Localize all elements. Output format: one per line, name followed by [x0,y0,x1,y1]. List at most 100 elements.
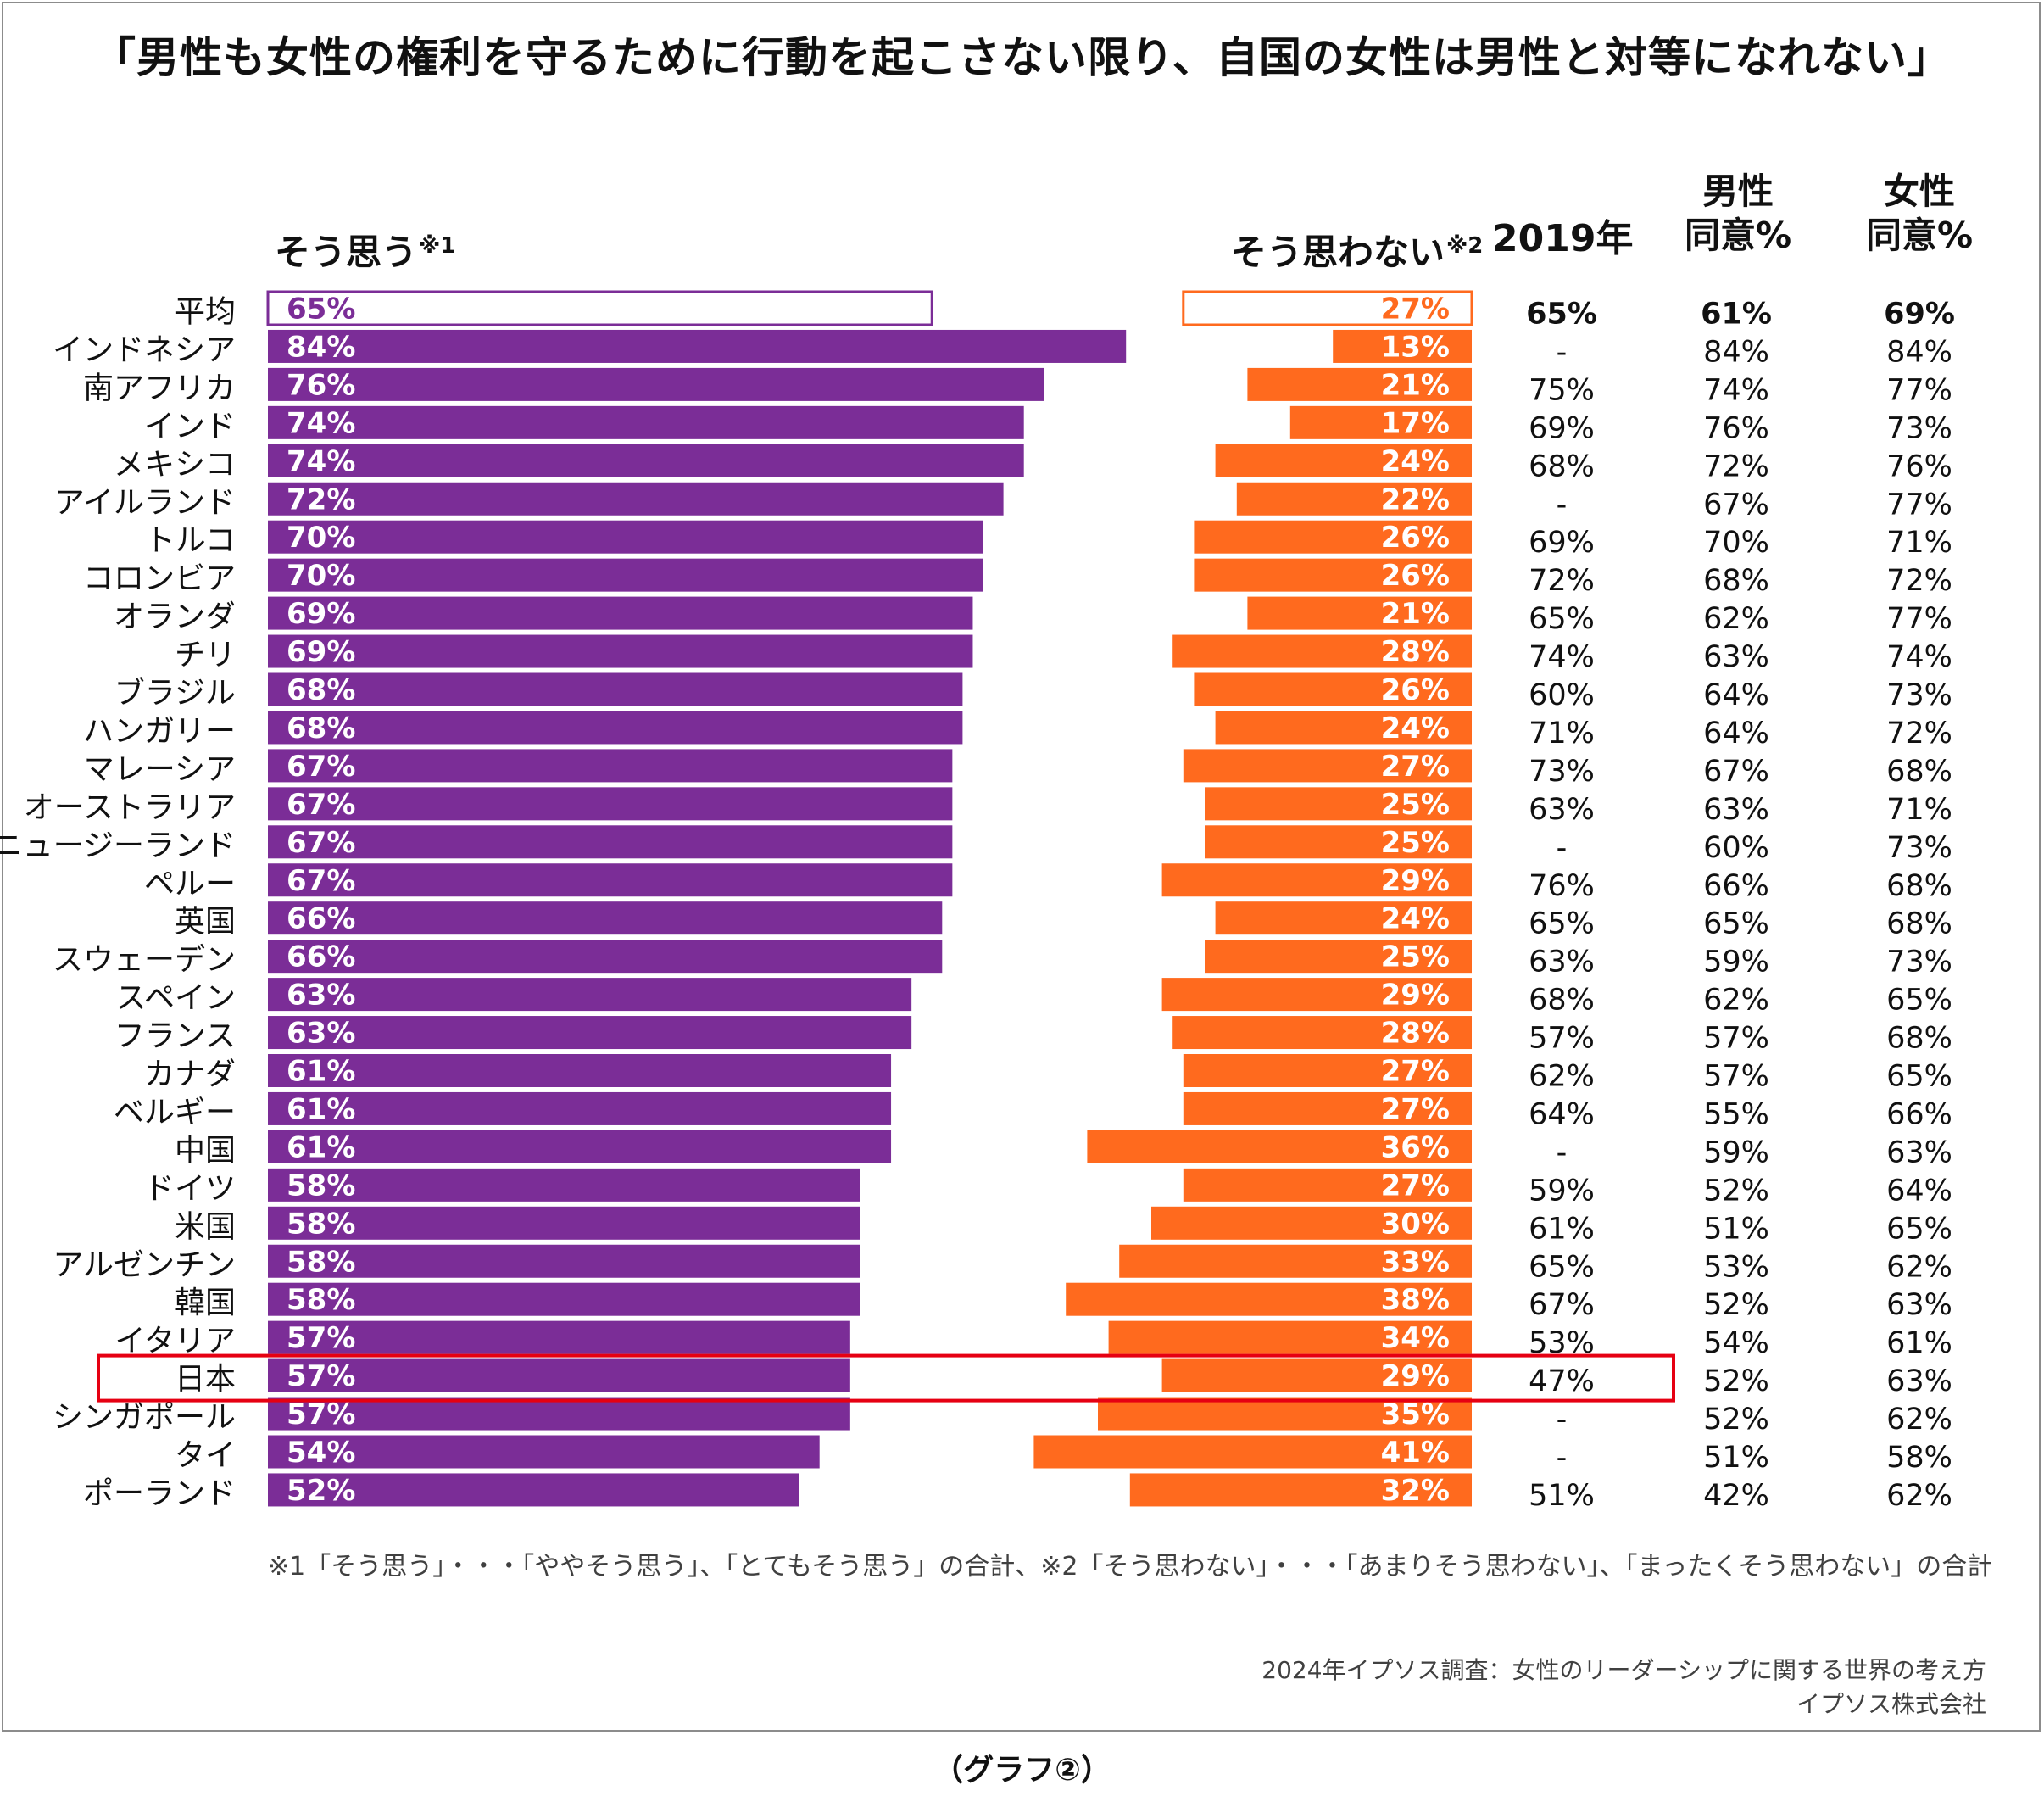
agree-header-label: そう思う [275,232,418,273]
disagree-value-label: 25% [1381,940,1450,974]
disagree-value-label: 21% [1381,597,1450,631]
agree-bar [268,1244,860,1278]
female-agree-value: 62% [1886,1479,1952,1513]
female-agree-value: 65% [1886,1060,1952,1094]
male-agree-value: 64% [1703,678,1769,712]
agree-value-label: 76% [287,368,355,402]
year-2019-value: 74% [1529,640,1595,674]
disagree-bar [1215,444,1472,477]
disagree-value-label: 17% [1381,406,1450,440]
disagree-value-label: 27% [1381,1092,1450,1126]
category-label: シンガポール [53,1400,236,1435]
category-label: トルコ [145,523,236,558]
agree-value-label: 61% [287,1055,355,1089]
male-agree-value: 51% [1703,1441,1769,1475]
agree-bar [268,367,1044,401]
agree-bar [268,787,953,821]
disagree-bar [1194,672,1472,706]
agree-bar [268,1054,892,1087]
category-label: 南アフリカ [83,371,236,405]
year-2019-value: - [1557,831,1568,865]
disagree-value-label: 29% [1381,979,1450,1013]
female-agree-value: 69% [1884,298,1955,332]
agree-value-label: 74% [287,444,355,478]
disagree-value-label: 26% [1381,673,1450,707]
year-2019-value: - [1557,1135,1568,1169]
year-2019-value: 72% [1529,564,1595,598]
female-agree-value: 62% [1886,1250,1952,1284]
male-agree-value: 64% [1703,717,1769,750]
disagree-bar [1333,329,1472,363]
agree-value-label: 57% [287,1321,355,1355]
male-agree-value: 52% [1703,1364,1769,1398]
agree-bar [268,1320,850,1354]
disagree-bar [1247,596,1472,630]
male-agree-value: 62% [1703,984,1769,1018]
female-agree-value: 68% [1886,755,1952,789]
disagree-value-label: 28% [1381,1017,1450,1051]
year-2019-value: 68% [1529,984,1595,1018]
female-header-line1: 女性 [1883,170,1955,212]
year-2019-value: 62% [1529,1060,1595,1094]
disagree-bar [1205,825,1472,859]
category-label: 日本 [175,1362,236,1397]
disagree-value-label: 30% [1381,1207,1450,1241]
year-2019-value: 71% [1529,717,1595,750]
disagree-bar [1183,1091,1472,1125]
female-agree-value: 68% [1886,907,1952,941]
agree-bar [268,1282,860,1316]
agree-header: そう思う※1 [275,224,455,275]
year-2019-value: 57% [1529,1022,1595,1056]
year-2019-value: 61% [1529,1212,1595,1246]
agree-value-label: 70% [287,559,355,593]
agree-value-label: 66% [287,902,355,936]
category-label: ブラジル [114,676,236,711]
category-label: ペルー [144,867,236,901]
category-label: アイルランド [54,485,236,520]
disagree-bar [1129,1473,1472,1507]
chart-frame [2,2,2041,1732]
category-label: ポーランド [83,1476,236,1511]
agree-bar [268,1016,912,1050]
disagree-bar [1194,558,1472,592]
disagree-bar [1066,1282,1472,1316]
disagree-bar [1161,1358,1472,1392]
agree-value-label: 63% [287,1017,355,1051]
disagree-value-label: 36% [1381,1130,1450,1164]
female-agree-value: 63% [1886,1135,1952,1169]
disagree-bar [1151,1206,1472,1240]
agree-value-label: 57% [287,1398,355,1431]
disagree-header-note: ※2 [1446,233,1484,259]
year-2019-value: 75% [1529,373,1595,407]
male-agree-value: 66% [1703,869,1769,903]
agree-value-label: 63% [287,979,355,1013]
female-agree-value: 63% [1886,1364,1952,1398]
disagree-bar [1108,1320,1472,1354]
agree-bar [268,1358,850,1392]
male-agree-value: 63% [1703,793,1769,827]
disagree-bar [1182,290,1473,326]
category-label: オーストラリア [24,790,236,825]
year-2019-value: - [1557,335,1568,369]
source-line-1: 2024年イプソス調査：女性のリーダーシップに関する世界の考え方 [1261,1656,1986,1684]
disagree-bar [1205,940,1472,974]
male-agree-value: 53% [1703,1250,1769,1284]
female-agree-value: 73% [1886,831,1952,865]
category-label: マレーシア [84,752,236,787]
disagree-value-label: 32% [1381,1474,1450,1508]
year-2019-value: 63% [1529,793,1595,827]
disagree-bar [1205,787,1472,821]
male-header-line1: 男性 [1701,170,1774,212]
category-label: メキシコ [114,447,236,482]
male-agree-value: 61% [1701,298,1772,332]
female-header-line2: 同意% [1865,215,1974,256]
agree-bar [268,1130,892,1163]
agree-value-label: 70% [287,521,355,555]
female-agree-value: 73% [1886,946,1952,979]
disagree-bar [1289,405,1472,439]
female-agree-value: 68% [1886,869,1952,903]
category-label: 平均 [175,295,236,330]
category-label: カナダ [144,1057,236,1092]
male-agree-value: 57% [1703,1022,1769,1056]
category-label: ニュージーランド [0,828,236,863]
